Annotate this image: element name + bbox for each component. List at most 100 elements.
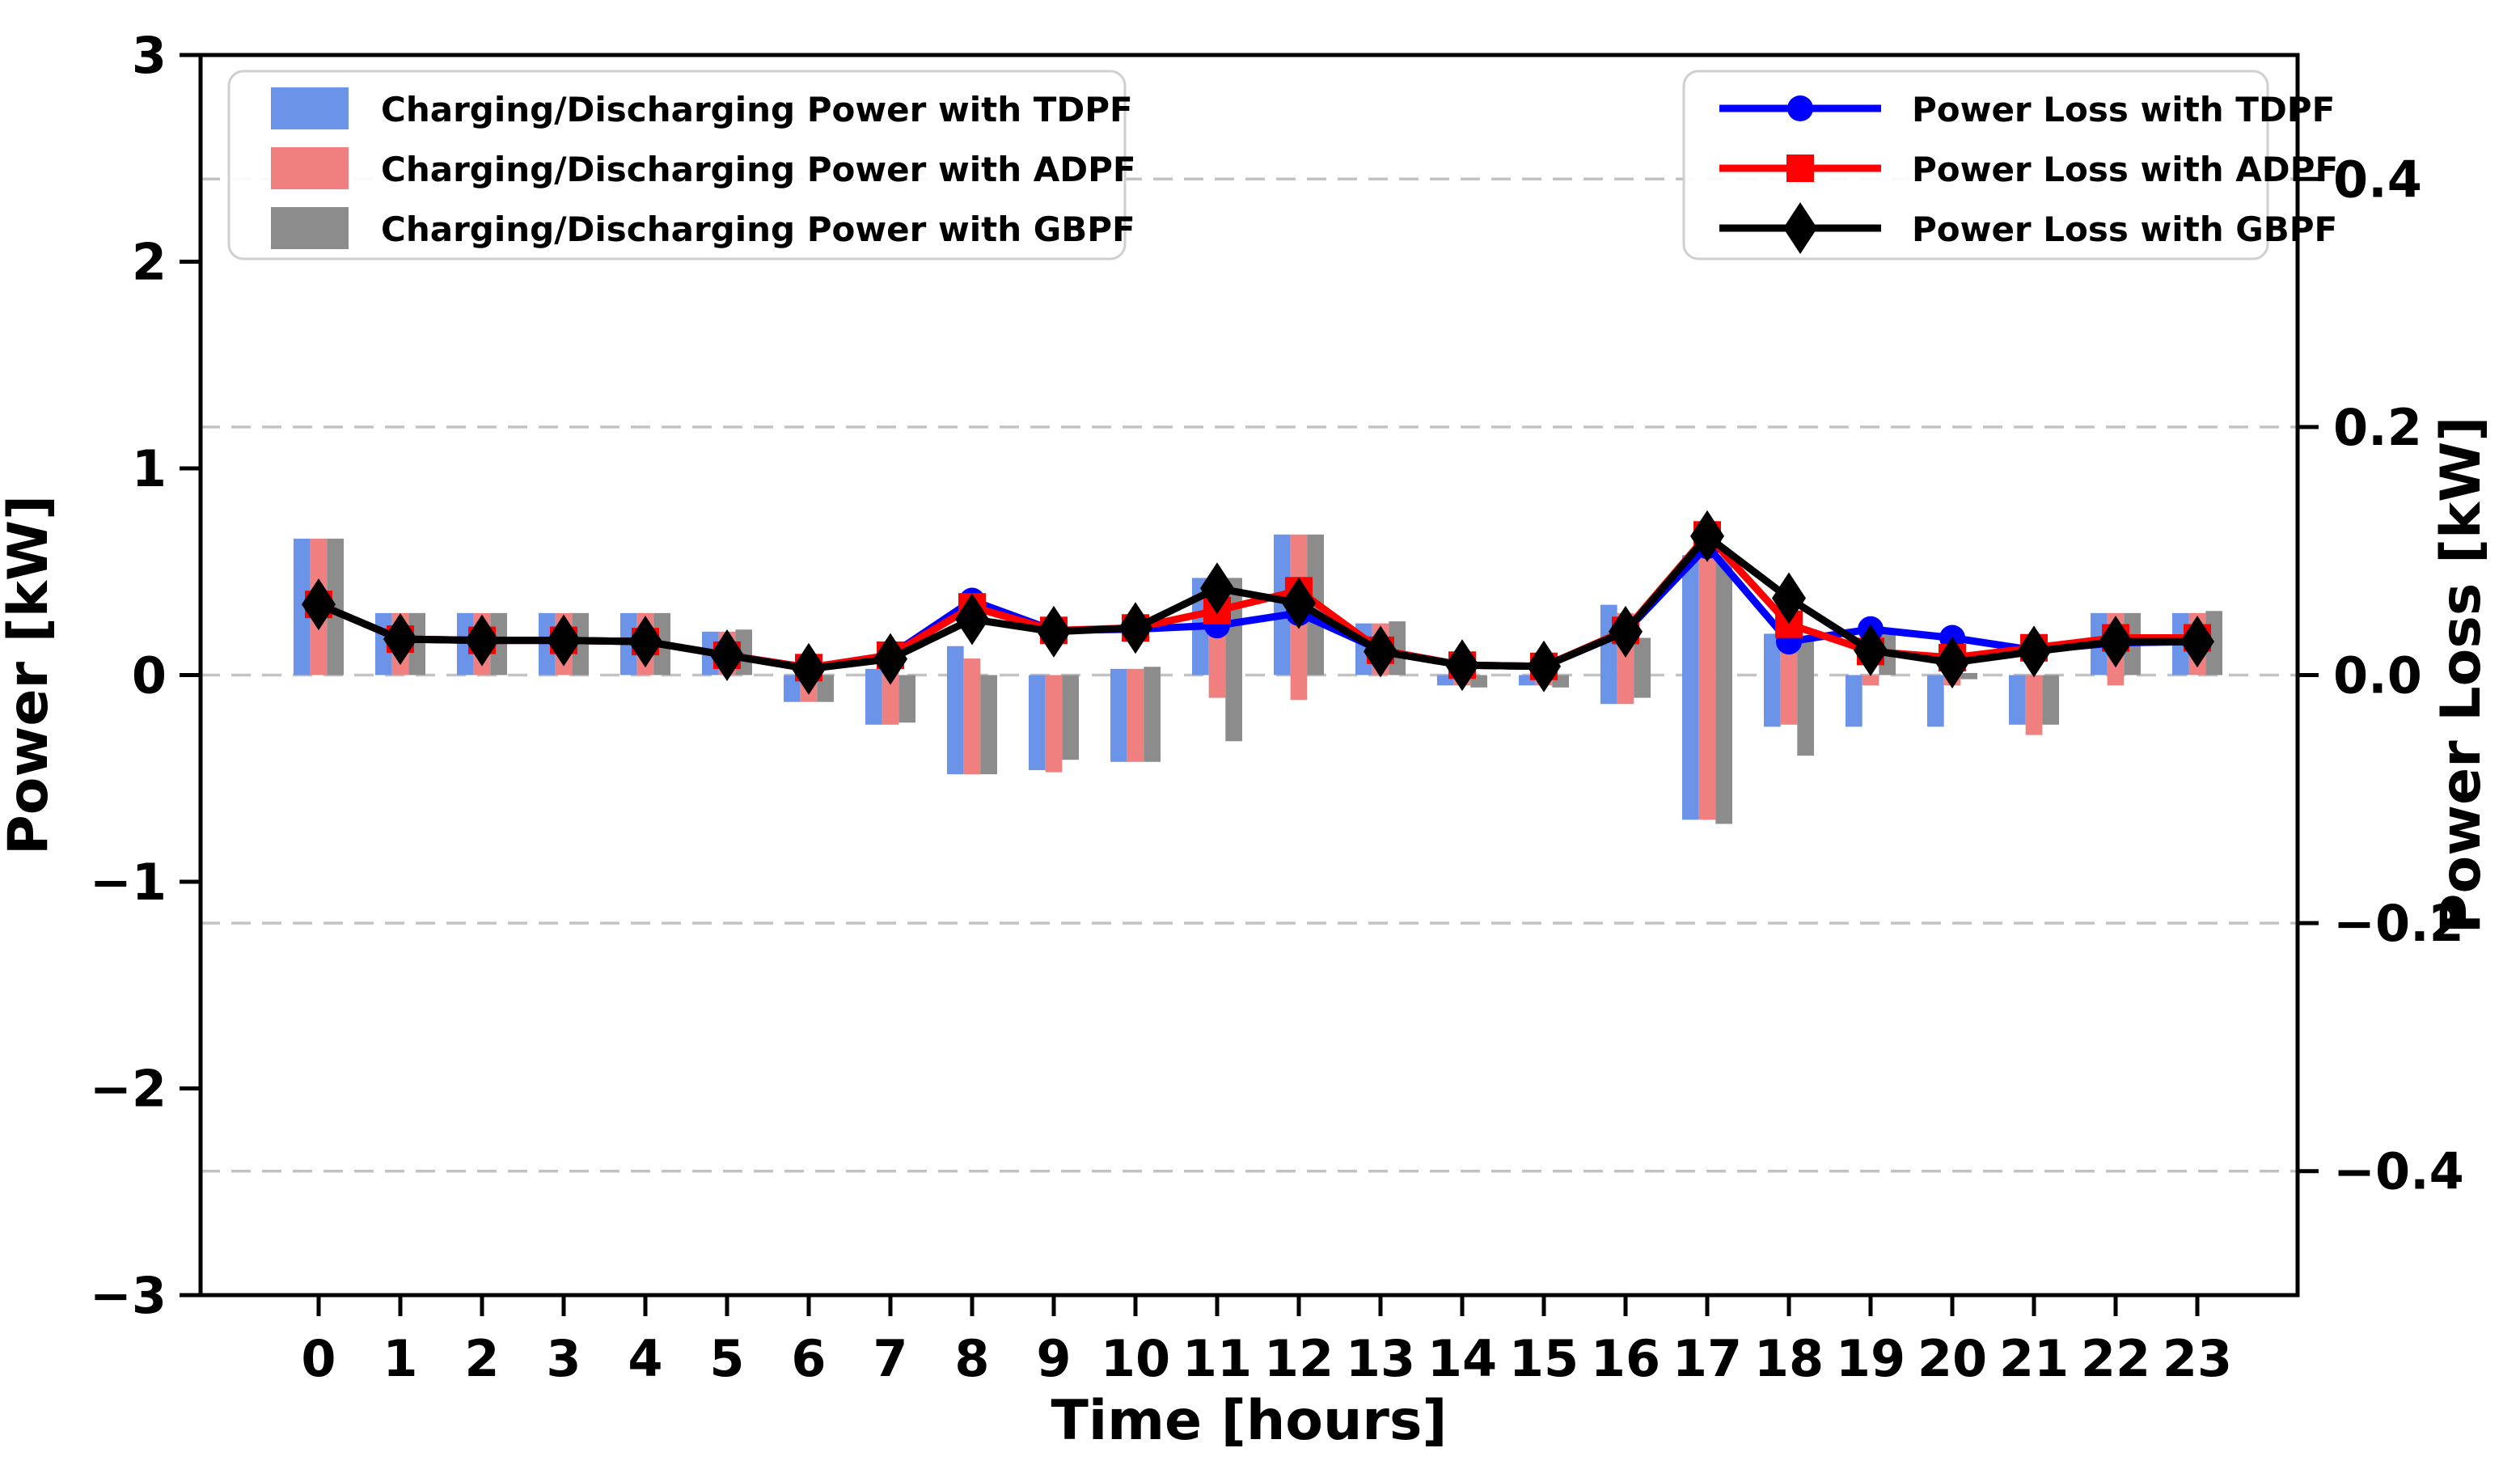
x-tick-label: 12: [1264, 1329, 1334, 1388]
y-right-tick-label: 0.2: [2333, 398, 2422, 457]
bar-tdpf-h10: [1110, 668, 1127, 762]
loss-marker-gbpf-h0: [302, 578, 336, 631]
bar-adpf-h10: [1127, 668, 1144, 762]
loss-marker-gbpf-h11: [1200, 562, 1234, 615]
x-tick-label: 14: [1427, 1329, 1497, 1388]
x-tick-label: 20: [1917, 1329, 1987, 1388]
x-tick-label: 2: [464, 1329, 499, 1388]
y-right-tick-label: −0.2: [2333, 894, 2464, 953]
loss-marker-gbpf-h5: [710, 629, 744, 681]
legend-bars-item-label: Charging/Discharging Power with TDPF: [381, 90, 1133, 129]
bar-tdpf-h17: [1682, 555, 1699, 820]
x-tick-label: 19: [1836, 1329, 1905, 1388]
y-left-tick-label: −2: [90, 1060, 167, 1119]
loss-marker-gbpf-h16: [1609, 605, 1643, 658]
bar-gbpf-h20: [1960, 672, 1977, 680]
x-tick-label: 6: [791, 1329, 826, 1388]
x-tick-label: 8: [954, 1329, 989, 1388]
bar-gbpf-h17: [1715, 555, 1732, 824]
loss-marker-gbpf-h6: [792, 642, 826, 695]
legend-swatch-adpf-icon: [271, 147, 349, 189]
x-tick-label: 0: [301, 1329, 336, 1388]
legend-lines-box: [1682, 70, 2269, 260]
x-tick-label: 7: [873, 1329, 907, 1388]
loss-marker-gbpf-h18: [1772, 572, 1806, 625]
y-left-tick-label: 3: [132, 26, 167, 85]
loss-marker-gbpf-h22: [2099, 616, 2133, 668]
x-tick-label: 18: [1754, 1329, 1824, 1388]
x-tick-label: 13: [1346, 1329, 1415, 1388]
bar-adpf-h7: [882, 671, 899, 725]
bar-tdpf-h12: [1274, 534, 1291, 675]
x-tick-label: 16: [1591, 1329, 1660, 1388]
x-tick-label: 5: [709, 1329, 744, 1388]
loss-marker-gbpf-h12: [1282, 577, 1316, 629]
x-tick-label: 17: [1672, 1329, 1742, 1388]
loss-marker-gbpf-h23: [2180, 616, 2214, 668]
bar-adpf-h21: [2025, 675, 2043, 735]
loss-marker-gbpf-h2: [465, 614, 499, 667]
legend-lines-item-label: Power Loss with ADPF: [1912, 150, 2338, 189]
y-right-tick-label: −0.4: [2333, 1142, 2464, 1201]
loss-marker-gbpf-h7: [873, 633, 907, 685]
bar-tdpf-h8: [947, 646, 964, 775]
bar-gbpf-h10: [1144, 667, 1161, 762]
bar-gbpf-h21: [2042, 675, 2059, 725]
bar-tdpf-h20: [1927, 675, 1944, 727]
bar-tdpf-h6: [784, 675, 801, 702]
x-axis-label: Time [hours]: [1051, 1389, 1447, 1453]
legend-marker-diamond-icon: [1783, 202, 1817, 254]
loss-marker-gbpf-h21: [2017, 625, 2051, 678]
bar-tdpf-h21: [2009, 675, 2026, 725]
loss-marker-gbpf-h19: [1854, 624, 1888, 676]
bar-tdpf-h19: [1846, 675, 1863, 727]
loss-marker-gbpf-h3: [547, 614, 581, 667]
x-tick-label: 3: [546, 1329, 581, 1388]
bar-gbpf-h9: [1062, 675, 1079, 760]
x-tick-label: 21: [1999, 1329, 2069, 1388]
loss-marker-gbpf-h4: [628, 616, 662, 668]
x-tick-label: 1: [383, 1329, 417, 1388]
legend-lines-item-label: Power Loss with TDPF: [1912, 90, 2335, 129]
loss-marker-gbpf-h8: [955, 593, 989, 646]
loss-marker-gbpf-h1: [383, 613, 417, 666]
loss-marker-gbpf-h15: [1527, 640, 1561, 692]
bar-tdpf-h18: [1764, 633, 1781, 727]
loss-marker-gbpf-h13: [1364, 625, 1397, 678]
bar-gbpf-h8: [980, 675, 997, 775]
y-left-axis-label: Power [kW]: [0, 495, 61, 855]
x-tick-label: 22: [2081, 1329, 2150, 1388]
bar-adpf-h8: [963, 658, 981, 775]
loss-marker-gbpf-h14: [1445, 639, 1479, 692]
legend-marker-square-icon: [1786, 155, 1814, 182]
bar-gbpf-h6: [817, 675, 834, 702]
legend-lines-item-label: Power Loss with GBPF: [1912, 210, 2337, 249]
bar-gbpf-h16: [1634, 637, 1651, 698]
bar-adpf-h18: [1780, 641, 1798, 725]
bar-adpf-h9: [1045, 675, 1063, 773]
x-tick-label: 23: [2163, 1329, 2232, 1388]
y-left-tick-label: 1: [132, 439, 167, 498]
legend-bars-item-label: Charging/Discharging Power with GBPF: [381, 210, 1135, 249]
loss-marker-gbpf-h10: [1118, 602, 1152, 654]
x-tick-label: 9: [1036, 1329, 1071, 1388]
y-right-tick-label: 0.4: [2333, 150, 2422, 209]
bar-gbpf-h18: [1797, 637, 1814, 756]
bar-tdpf-h0: [294, 538, 311, 675]
bar-gbpf-h7: [898, 675, 915, 723]
y-left-tick-label: 2: [132, 233, 167, 292]
x-tick-label: 15: [1509, 1329, 1579, 1388]
y-right-axis-label: Power Loss [kW]: [2429, 417, 2493, 934]
y-left-tick-label: −1: [90, 853, 167, 912]
bar-tdpf-h7: [865, 668, 882, 725]
legend-swatch-gbpf-icon: [271, 207, 349, 249]
y-left-tick-label: −3: [90, 1266, 167, 1325]
loss-marker-gbpf-h9: [1037, 605, 1071, 658]
bar-adpf-h17: [1698, 555, 1716, 820]
bar-gbpf-h0: [327, 538, 344, 675]
legend-bars-box: [227, 70, 1127, 260]
legend-marker-circle-icon: [1787, 95, 1813, 121]
x-tick-label: 10: [1101, 1329, 1170, 1388]
